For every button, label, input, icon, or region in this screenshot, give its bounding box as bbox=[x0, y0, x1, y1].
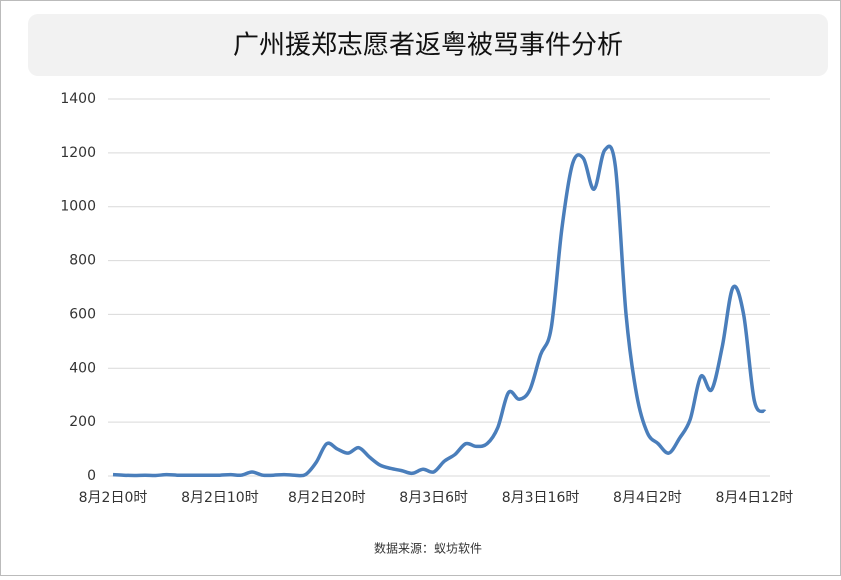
y-tick-label: 0 bbox=[87, 468, 96, 484]
y-tick-label: 400 bbox=[69, 360, 96, 376]
y-tick-label: 800 bbox=[69, 253, 96, 269]
x-tick-label: 8月3日6时 bbox=[399, 490, 468, 506]
title-box bbox=[28, 14, 828, 76]
y-tick-label: 1000 bbox=[60, 199, 96, 215]
x-tick-label: 8月4日12时 bbox=[715, 490, 793, 506]
x-tick-label: 8月2日10时 bbox=[181, 490, 259, 506]
x-tick-label: 8月3日16时 bbox=[502, 490, 580, 506]
chart-title: 广州援郑志愿者返粤被骂事件分析 bbox=[233, 31, 623, 61]
y-tick-label: 1400 bbox=[60, 91, 96, 107]
x-tick-label: 8月4日2时 bbox=[613, 490, 682, 506]
y-tick-label: 1200 bbox=[60, 145, 96, 161]
data-line bbox=[112, 144, 767, 478]
y-tick-label: 600 bbox=[69, 306, 96, 322]
y-tick-label: 200 bbox=[69, 414, 96, 430]
x-tick-label: 8月2日20时 bbox=[288, 490, 366, 506]
x-tick-label: 8月2日0时 bbox=[79, 490, 148, 506]
source-note: 数据来源：蚁坊软件 bbox=[374, 541, 482, 556]
